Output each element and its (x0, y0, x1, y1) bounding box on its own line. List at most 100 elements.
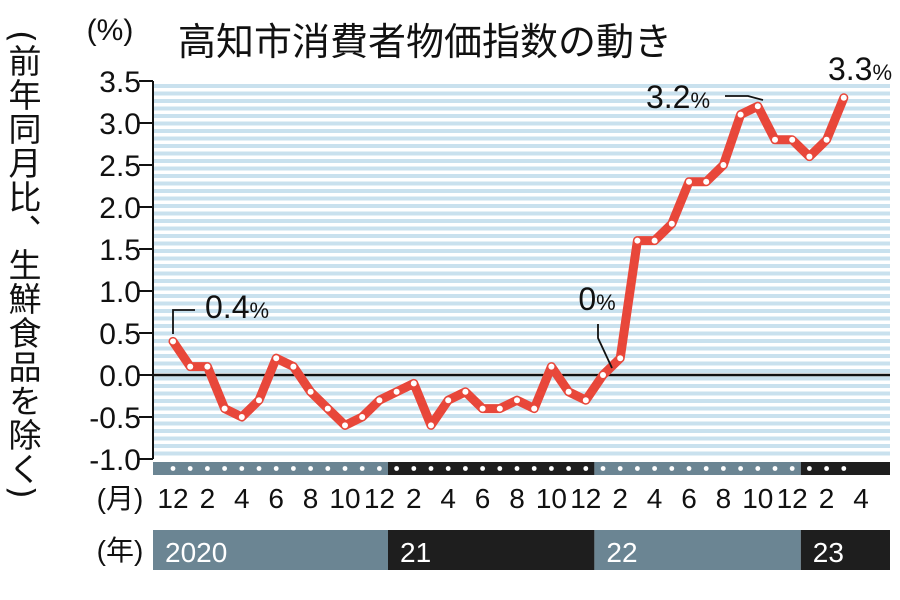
month-tick-label: 6 (268, 483, 284, 514)
data-point (393, 388, 400, 395)
data-point (582, 397, 589, 404)
y-tick-label: -1.0 (89, 444, 141, 477)
data-point (256, 397, 262, 404)
month-dot (411, 466, 417, 471)
month-dot (291, 466, 296, 471)
annotation-label: 0.4% (205, 289, 269, 325)
data-point (273, 355, 280, 362)
data-point (823, 136, 830, 143)
month-dot (549, 466, 554, 471)
month-dot (480, 466, 485, 471)
month-dot (531, 466, 537, 471)
month-dot (187, 466, 193, 471)
grid-stripe (153, 286, 890, 291)
month-tick-label: 8 (303, 483, 319, 514)
grid-stripe (153, 136, 890, 141)
data-point (342, 422, 348, 429)
month-dot (170, 466, 176, 471)
grid-stripe (153, 301, 890, 306)
annotation-unit: % (690, 88, 710, 113)
month-tick-label: 12 (364, 483, 395, 514)
data-point (600, 372, 606, 378)
month-dot (205, 466, 210, 471)
data-point (720, 162, 727, 168)
grid-stripe (153, 294, 890, 298)
data-point (806, 153, 813, 160)
annotation-unit: % (249, 298, 269, 323)
data-point (445, 397, 452, 404)
month-tick-label: 12 (777, 483, 808, 514)
grid-stripe (153, 331, 890, 336)
year-label: 2020 (165, 537, 227, 568)
grid-stripe (153, 414, 890, 418)
month-tick-label: 2 (819, 483, 835, 514)
grid-stripe (153, 316, 890, 321)
grid-stripe (153, 451, 890, 456)
month-dot (772, 466, 778, 471)
month-dot (377, 466, 382, 471)
grid-stripe (153, 204, 890, 208)
month-dot (497, 466, 503, 471)
y-tick-label: -0.5 (89, 402, 141, 435)
grid-stripe (153, 256, 890, 261)
month-tick-label: 8 (509, 483, 525, 514)
month-tick-label: 10 (536, 483, 567, 514)
month-dot (824, 466, 829, 471)
month-band-segment (594, 462, 801, 475)
month-dot (755, 466, 761, 471)
annotation-leader (172, 309, 195, 334)
month-dot (308, 466, 313, 471)
month-dot (325, 466, 331, 471)
grid-stripe (153, 189, 890, 193)
data-point (204, 363, 211, 370)
month-dot (514, 466, 520, 471)
month-tick-label: 6 (475, 483, 491, 514)
month-tick-label: 2 (612, 483, 628, 514)
month-dot (652, 466, 657, 471)
y-axis-label: (前年同月比、生鮮食品を除く) (3, 30, 42, 500)
data-point (479, 405, 486, 412)
grid-stripe (153, 391, 890, 396)
month-dot (686, 466, 692, 471)
y-tick-label: 1.5 (99, 234, 141, 267)
month-dot (841, 466, 847, 471)
data-point (187, 363, 194, 370)
grid-stripe (153, 151, 890, 156)
month-dot (463, 466, 468, 471)
y-tick-label: 0.5 (99, 318, 141, 351)
annotation-leader (725, 95, 764, 101)
month-dot (256, 466, 262, 471)
data-point (789, 136, 796, 143)
annotation-value: 0.4 (205, 289, 249, 325)
month-dot (807, 466, 812, 471)
month-dot (738, 466, 743, 471)
month-dot (445, 466, 451, 471)
month-band-segment (153, 462, 388, 475)
year-band-segment (153, 530, 388, 570)
month-tick-label: 8 (716, 483, 732, 514)
data-point (359, 414, 366, 420)
month-tick-label: 12 (570, 483, 601, 514)
chart-title: 高知市消費者物価指数の動き (178, 22, 672, 64)
y-tick-label: 0.0 (99, 360, 141, 393)
grid-stripe (153, 159, 890, 163)
grid-stripe (153, 376, 890, 381)
data-point (634, 237, 641, 244)
grid-stripe (153, 429, 890, 433)
month-tick-label: 4 (234, 483, 250, 514)
annotation-value: 3.2 (646, 79, 690, 115)
month-tick-label: 4 (647, 483, 663, 514)
month-dot (342, 466, 348, 471)
data-point (840, 94, 847, 101)
annotation-label: 3.3% (828, 51, 892, 87)
month-tick-label: 2 (200, 483, 216, 514)
annotation-value: 0 (578, 281, 596, 317)
data-point (514, 397, 520, 404)
month-dot (239, 466, 245, 471)
grid-stripe (153, 346, 890, 351)
month-dot (703, 466, 709, 471)
year-band-segment (388, 530, 595, 570)
month-dot (428, 466, 434, 471)
data-point (307, 388, 314, 395)
grid-stripe (153, 196, 890, 201)
